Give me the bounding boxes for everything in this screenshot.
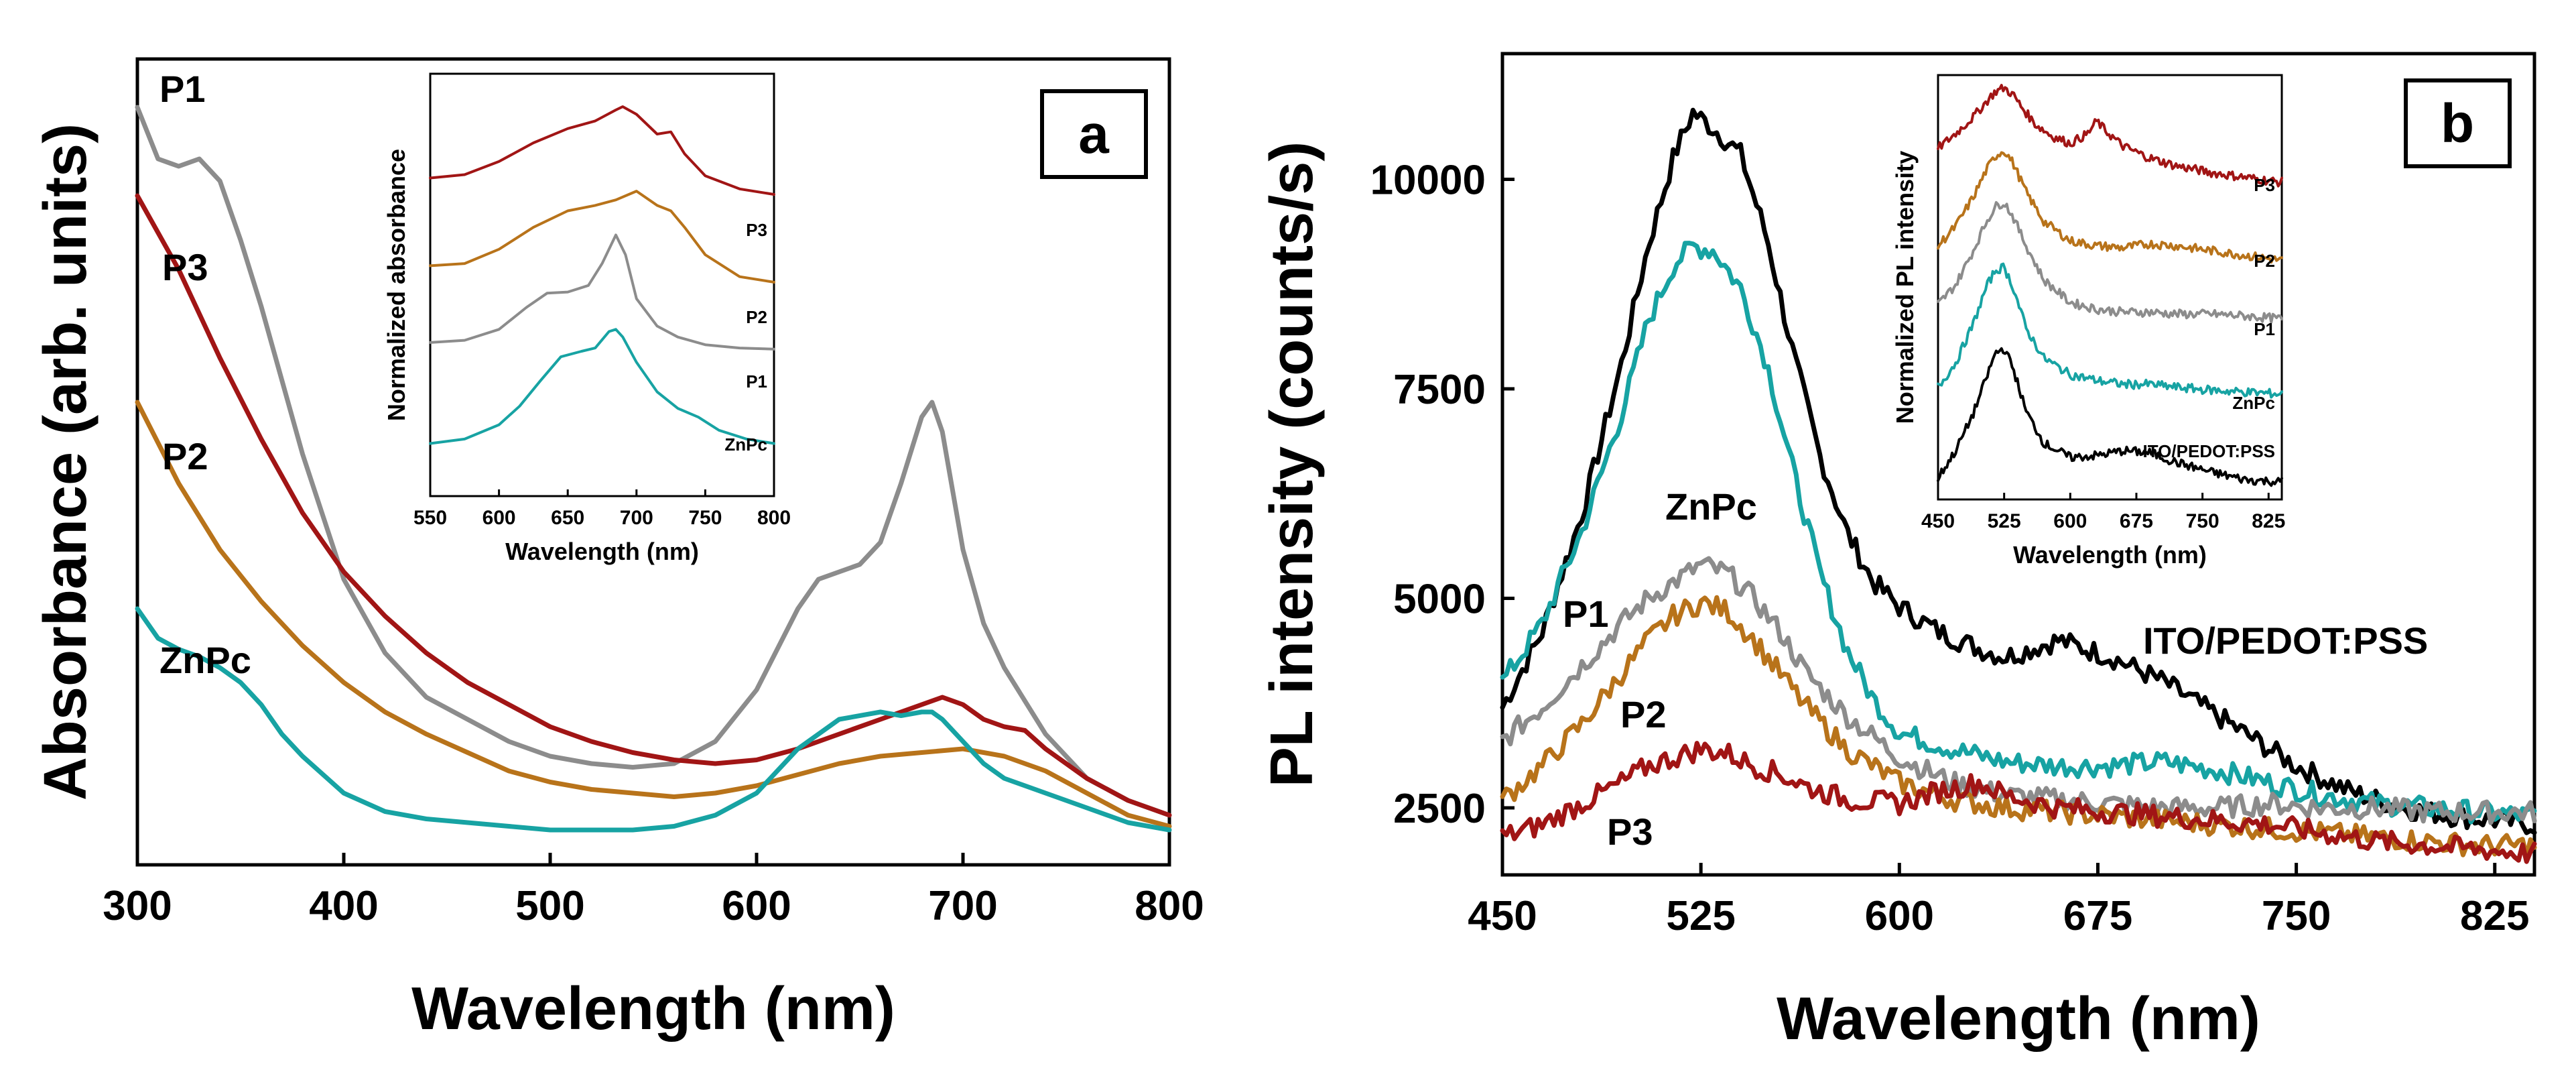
inset-b-label-p3: P3 [2254, 175, 2275, 195]
panel-a-series-p3 [135, 193, 1172, 818]
panel-b-xtick-label: 450 [1468, 893, 1537, 939]
inset-b-series-p2 [1937, 151, 2283, 264]
panel-a-xtick-label: 800 [1135, 883, 1204, 929]
panel-b-series-p1 [1500, 556, 2537, 825]
inset-a-xlabel: Wavelength (nm) [505, 538, 699, 565]
inset-b-series-p1 [1937, 200, 2283, 324]
inset-b-xtick-label: 600 [2053, 510, 2087, 532]
inset-b-xtick-label: 525 [1988, 510, 2021, 532]
inset-b-ylabel: Normalized PL intensity [1891, 151, 1919, 424]
panel-a-label-p3: P3 [162, 246, 208, 288]
panel-a-xtick-label: 300 [103, 883, 172, 929]
panel-a-series-znpc [135, 606, 1172, 833]
panel-b-xtick-label: 750 [2262, 893, 2331, 939]
inset-a-series-p1 [429, 233, 775, 351]
inset-a-ylabel: Normalized absorbance [383, 149, 410, 421]
inset-a-series-p2 [429, 190, 775, 284]
inset-a-label-p3: P3 [746, 220, 767, 240]
panel-b-ytick-label: 10000 [1370, 158, 1486, 204]
panel-a-xtick-label: 700 [928, 883, 997, 929]
inset-a-xtick-label: 550 [413, 507, 447, 529]
panel-a-frame [135, 57, 1171, 867]
panel-a-xlabel: Wavelength (nm) [411, 975, 895, 1042]
panel-a-label-p2: P2 [162, 435, 208, 477]
inset-a-xtick-label: 700 [620, 507, 653, 529]
inset-a-xtick-label: 750 [688, 507, 722, 529]
inset-b-series-p3 [1937, 84, 2283, 188]
panel-b-ytick-label: 7500 [1393, 367, 1486, 413]
panel-a-series-p2 [135, 400, 1172, 829]
panel-a-xtick-label: 500 [515, 883, 584, 929]
inset-b-xtick-label: 825 [2252, 510, 2285, 532]
inset-a-label-p1: P1 [746, 371, 767, 392]
inset-a-label-znpc: ZnPc [724, 434, 767, 455]
panel-b-letter: b [2441, 93, 2474, 154]
panel-b-xtick-label: 825 [2460, 893, 2529, 939]
inset-a-frame [429, 72, 775, 497]
panel-b-label-itopedotpss: ITO/PEDOT:PSS [2143, 619, 2428, 662]
panel-b-xtick-label: 525 [1666, 893, 1735, 939]
panel-a-xtick-label: 400 [309, 883, 378, 929]
inset-b-xtick-label: 750 [2186, 510, 2219, 532]
panel-b-label-p3: P3 [1607, 811, 1653, 853]
inset-b-xtick-label: 450 [1921, 510, 1955, 532]
inset-a-xtick-label: 800 [757, 507, 791, 529]
inset-b-frame [1937, 74, 2283, 501]
panel-b-letter-box [2404, 78, 2512, 168]
inset-a-series-p3 [429, 105, 775, 196]
panel-a-series-p1 [135, 105, 1172, 818]
panel-a-xtick-label: 600 [722, 883, 791, 929]
inset-b-xlabel: Wavelength (nm) [2013, 541, 2207, 569]
panel-b-xtick-label: 600 [1865, 893, 1934, 939]
inset-b-label-znpc: ZnPc [2232, 393, 2275, 413]
inset-b-series-znpc [1937, 262, 2283, 399]
inset-b-xtick-label: 675 [2120, 510, 2153, 532]
panel-b-xlabel: Wavelength (nm) [1777, 986, 2260, 1053]
inset-b-label-p1: P1 [2254, 319, 2275, 339]
panel-b-series-znpc [1500, 241, 2537, 825]
panel-b-ytick-label: 2500 [1393, 786, 1486, 832]
panel-a-ylabel: Absorbance (arb. units) [32, 123, 99, 800]
panel-a-label-znpc: ZnPc [159, 639, 251, 681]
inset-a-series-znpc [429, 328, 775, 445]
panel-b-ylabel: PL intensity (counts/s) [1259, 141, 1326, 787]
panel-b-ytick-label: 5000 [1393, 577, 1486, 623]
inset-b-label-p2: P2 [2254, 251, 2275, 271]
panel-b-label-p1: P1 [1563, 593, 1609, 635]
panel-a-letter: a [1078, 104, 1110, 165]
panel-b-label-p2: P2 [1620, 693, 1667, 735]
inset-b-label-itopedotpss: ITO/PEDOT:PSS [2143, 441, 2275, 461]
panel-b-frame [1500, 52, 2536, 877]
inset-b-series-itopedotpss [1937, 347, 2283, 487]
panel-b-label-znpc: ZnPc [1665, 485, 1757, 528]
inset-a-label-p2: P2 [746, 307, 767, 327]
panel-b-series-p2 [1500, 595, 2537, 859]
inset-a-xtick-label: 600 [482, 507, 516, 529]
panel-a-label-p1: P1 [159, 68, 206, 110]
panel-a-letter-box [1040, 89, 1148, 179]
inset-a-xtick-label: 650 [551, 507, 584, 529]
panel-b-series-p3 [1500, 741, 2537, 864]
panel-b-xtick-label: 675 [2063, 893, 2132, 939]
